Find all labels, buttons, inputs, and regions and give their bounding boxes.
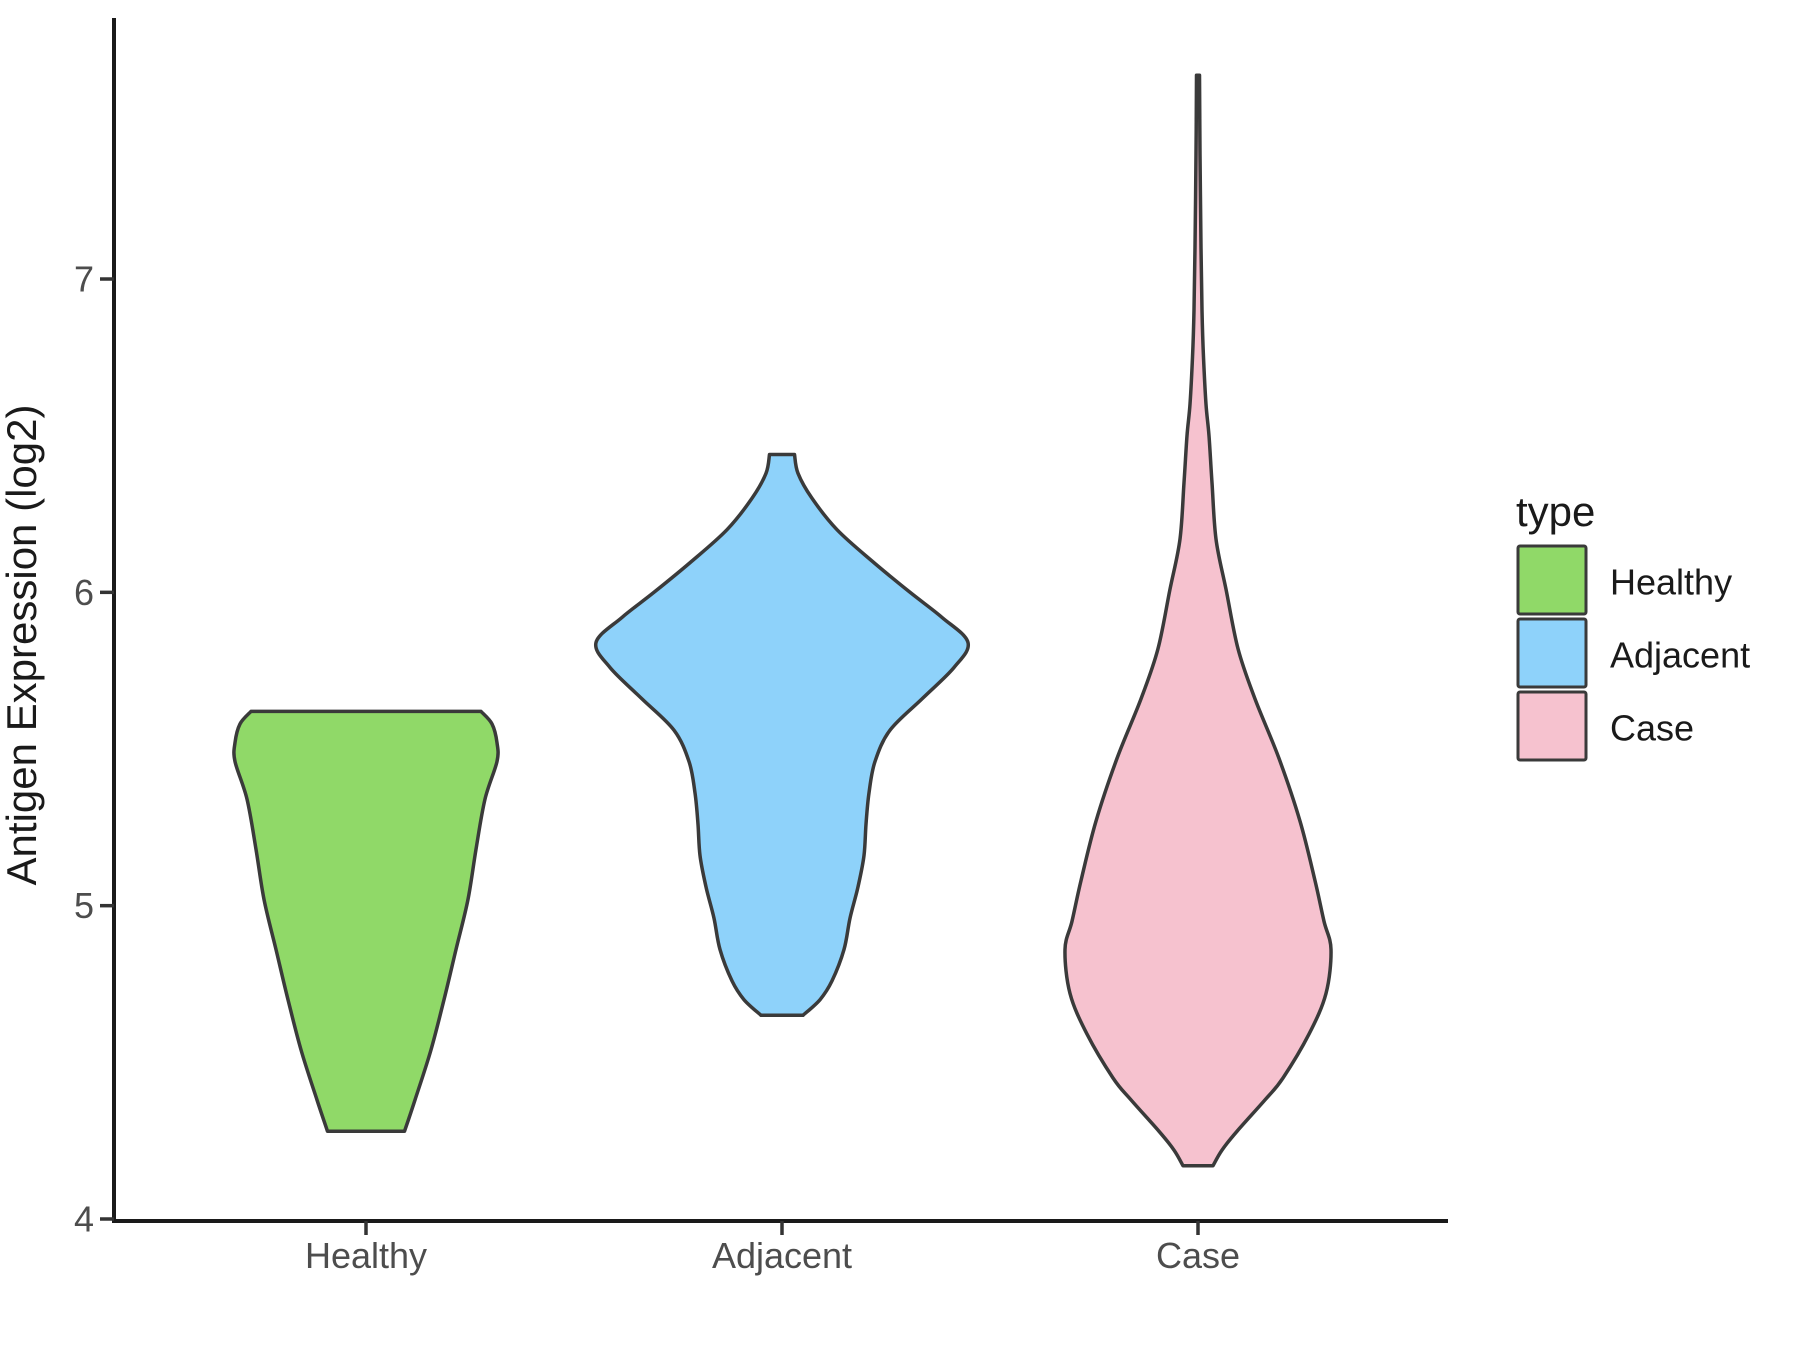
y-tick-label: 4 [74,1199,94,1240]
violin-adjacent [593,452,971,1018]
legend-key-case [1516,690,1588,762]
legend-label-case: Case [1610,708,1694,749]
violin-case [1063,73,1333,1168]
legend-label-healthy: Healthy [1610,562,1732,603]
legend: type Healthy Adjacent Case [1516,488,1750,762]
legend-title: type [1516,488,1595,535]
x-axis-ticks: Healthy Adjacent Case [305,1221,1240,1276]
x-axis-label-case: Case [1156,1235,1240,1276]
y-tick-label: 5 [74,885,94,926]
x-axis-label-adjacent: Adjacent [712,1235,852,1276]
y-axis-title: Antigen Expression (log2) [0,405,45,886]
axes-layer [112,18,1448,1223]
y-tick-label: 6 [74,572,94,613]
violins-layer [232,73,1333,1168]
legend-label-adjacent: Adjacent [1610,635,1750,676]
x-axis-label-healthy: Healthy [305,1235,427,1276]
y-axis-ticks: 4 5 6 7 [74,259,114,1240]
legend-keys: Healthy Adjacent Case [1516,544,1750,762]
legend-key-adjacent [1516,617,1588,689]
violin-healthy [232,709,500,1134]
y-tick-label: 7 [74,259,94,300]
legend-key-healthy [1516,544,1588,616]
